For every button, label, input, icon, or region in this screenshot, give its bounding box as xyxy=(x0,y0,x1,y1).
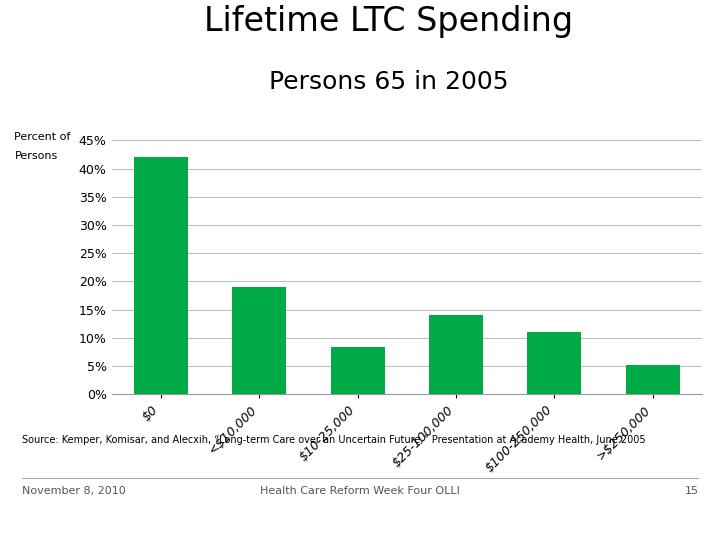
Text: Persons 65 in 2005: Persons 65 in 2005 xyxy=(269,70,508,94)
Bar xyxy=(232,287,287,394)
Text: 15: 15 xyxy=(685,486,698,496)
Bar xyxy=(626,365,680,394)
Bar xyxy=(134,157,188,394)
Text: Lifetime LTC Spending: Lifetime LTC Spending xyxy=(204,5,573,38)
Bar xyxy=(330,347,384,394)
Bar xyxy=(429,315,483,394)
Bar xyxy=(527,332,582,394)
Text: Persons: Persons xyxy=(14,151,58,161)
Text: Percent of: Percent of xyxy=(14,132,71,143)
Text: November 8, 2010: November 8, 2010 xyxy=(22,486,125,496)
Text: Source: Kemper, Komisar, and Alecxih, “Long-term Care over an Uncertain Future,”: Source: Kemper, Komisar, and Alecxih, “L… xyxy=(22,435,645,445)
Text: Health Care Reform Week Four OLLI: Health Care Reform Week Four OLLI xyxy=(260,486,460,496)
